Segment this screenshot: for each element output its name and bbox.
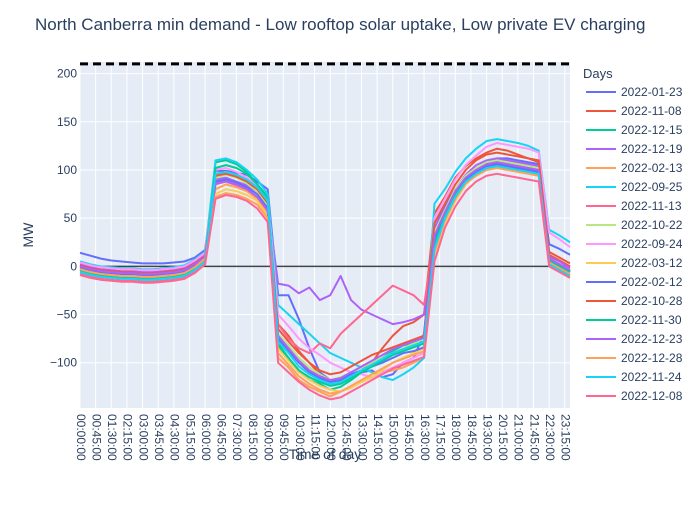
x-tick-label: 23:15:00 — [559, 414, 573, 461]
x-tick-label: 01:30:00 — [105, 414, 119, 461]
series-line-2022-12-23 — [79, 161, 571, 382]
legend-label: 2022-11-30 — [621, 313, 682, 327]
legend-item-2022-09-25[interactable]: 2022-09-25 — [586, 180, 683, 194]
legend-label: 2022-11-08 — [621, 104, 682, 118]
x-tick-label: 00:45:00 — [89, 414, 103, 461]
series-layer — [79, 138, 571, 401]
legend-item-2022-11-24[interactable]: 2022-11-24 — [586, 370, 682, 384]
x-tick-label: 17:15:00 — [434, 414, 448, 461]
x-tick-label: 13:30:00 — [355, 414, 369, 461]
legend-title: Days — [583, 66, 613, 81]
legend-item-2022-09-24[interactable]: 2022-09-24 — [586, 237, 683, 251]
legend-items[interactable]: 2022-01-23 2022-11-08 2022-12-15 2022-12-19… — [586, 85, 683, 403]
legend-item-2022-02-12[interactable]: 2022-02-12 — [586, 275, 683, 289]
y-tick-label: −50 — [57, 308, 78, 322]
legend-label: 2022-02-13 — [621, 161, 683, 175]
legend-item-2022-12-08[interactable]: 2022-12-08 — [586, 389, 683, 403]
y-tick-label: 200 — [57, 67, 77, 81]
x-tick-label: 09:45:00 — [277, 414, 291, 461]
x-tick-label: 12:45:00 — [340, 414, 354, 461]
series-line-2022-12-08 — [79, 172, 571, 401]
x-tick-label: 02:15:00 — [121, 414, 135, 461]
x-tick-label: 00:00:00 — [74, 414, 88, 461]
y-tick-label: −100 — [50, 356, 77, 370]
x-tick-label: 18:00:00 — [449, 414, 463, 461]
y-tick-label: 0 — [70, 259, 77, 273]
series-line-2022-12-28 — [79, 167, 571, 395]
legend-item-2022-10-22[interactable]: 2022-10-22 — [586, 218, 683, 232]
x-tick-label: 10:30:00 — [293, 414, 307, 461]
legend-item-2022-12-15[interactable]: 2022-12-15 — [586, 123, 683, 137]
legend-label: 2022-09-25 — [621, 180, 683, 194]
x-tick-label: 05:15:00 — [183, 414, 197, 461]
x-tick-label: 21:00:00 — [512, 414, 526, 461]
x-axis-title: Time of day — [289, 446, 362, 462]
x-tick-label: 08:15:00 — [246, 414, 260, 461]
legend[interactable]: Days 2022-01-232022-11-082022-12-152022-… — [583, 66, 683, 403]
x-tick-label: 14:15:00 — [371, 414, 385, 461]
legend-item-2022-12-23[interactable]: 2022-12-23 — [586, 332, 683, 346]
legend-item-2022-12-28[interactable]: 2022-12-28 — [586, 351, 683, 365]
x-tick-label: 03:45:00 — [152, 414, 166, 461]
series-line-2022-11-24 — [79, 165, 571, 385]
legend-label: 2022-03-12 — [621, 256, 683, 270]
legend-item-2022-11-30[interactable]: 2022-11-30 — [586, 313, 682, 327]
legend-label: 2022-12-15 — [621, 123, 683, 137]
x-tick-label: 20:15:00 — [496, 414, 510, 461]
legend-item-2022-11-08[interactable]: 2022-11-08 — [586, 104, 682, 118]
x-tick-label: 16:30:00 — [418, 414, 432, 461]
x-tick-label: 15:00:00 — [387, 414, 401, 461]
legend-label: 2022-11-24 — [621, 370, 682, 384]
legend-item-2022-10-28[interactable]: 2022-10-28 — [586, 294, 683, 308]
legend-item-2022-01-23[interactable]: 2022-01-23 — [586, 85, 683, 99]
x-tick-label: 22:30:00 — [543, 414, 557, 461]
legend-item-2022-02-13[interactable]: 2022-02-13 — [586, 161, 683, 175]
x-tick-label: 19:30:00 — [480, 414, 494, 461]
legend-item-2022-03-12[interactable]: 2022-03-12 — [586, 256, 683, 270]
x-tick-label: 06:45:00 — [215, 414, 229, 461]
x-tick-label: 12:00:00 — [324, 414, 338, 461]
y-tick-label: 100 — [57, 163, 77, 177]
legend-label: 2022-11-13 — [621, 199, 682, 213]
x-tick-label: 03:00:00 — [136, 414, 150, 461]
series-line-2022-09-24 — [79, 141, 571, 379]
reference-lines — [80, 62, 570, 268]
x-tick-label: 09:00:00 — [261, 414, 275, 461]
chart-title: North Canberra min demand - Low rooftop … — [35, 15, 645, 34]
x-tick-label: 04:30:00 — [168, 414, 182, 461]
legend-label: 2022-12-19 — [621, 142, 683, 156]
x-tick-label: 11:15:00 — [308, 414, 322, 460]
y-axis-title: MW — [20, 222, 36, 248]
legend-label: 2022-10-28 — [621, 294, 683, 308]
axis-layer: 00:00:00 00:45:00 01:30:00 02:15:00 03:00:00… — [50, 67, 573, 461]
legend-label: 2022-09-24 — [621, 237, 683, 251]
x-tick-label: 07:30:00 — [230, 414, 244, 461]
legend-label: 2022-01-23 — [621, 85, 683, 99]
legend-label: 2022-12-23 — [621, 332, 683, 346]
legend-item-2022-11-13[interactable]: 2022-11-13 — [586, 199, 682, 213]
x-tick-label: 15:45:00 — [402, 414, 416, 461]
y-tick-label: 150 — [57, 115, 77, 129]
x-tick-label: 21:45:00 — [527, 414, 541, 461]
legend-label: 2022-02-12 — [621, 275, 683, 289]
legend-label: 2022-12-08 — [621, 389, 683, 403]
legend-label: 2022-12-28 — [621, 351, 683, 365]
x-tick-label: 06:00:00 — [199, 414, 213, 461]
legend-label: 2022-10-22 — [621, 218, 683, 232]
plot-background — [80, 62, 570, 408]
x-tick-label: 18:45:00 — [465, 414, 479, 461]
legend-item-2022-12-19[interactable]: 2022-12-19 — [586, 142, 683, 156]
y-tick-label: 50 — [64, 211, 78, 225]
